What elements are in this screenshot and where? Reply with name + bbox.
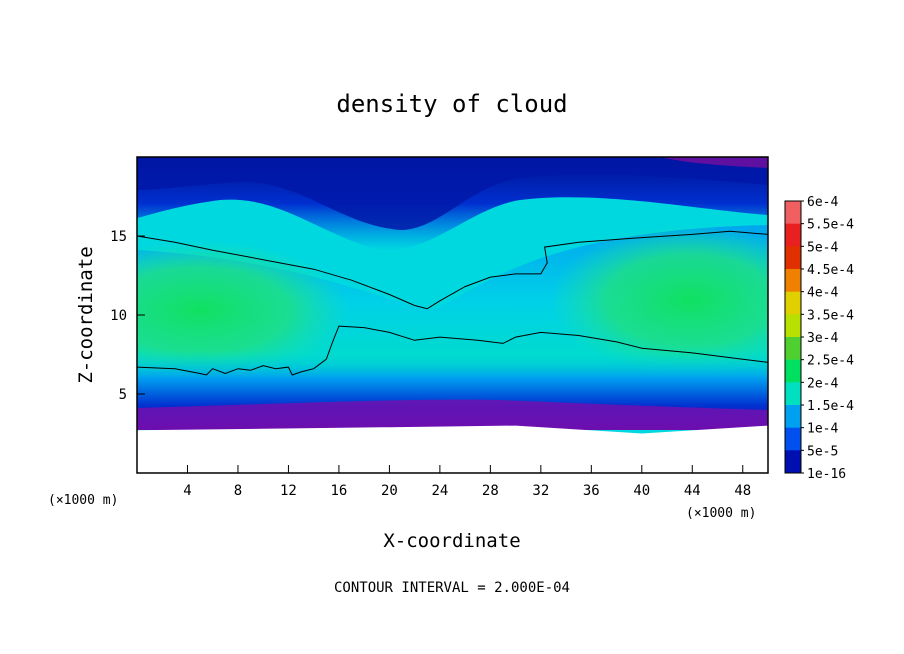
field-upper-dark	[137, 157, 768, 230]
colorbar-segment	[785, 291, 801, 315]
x-tick-label: 16	[330, 483, 347, 499]
colorbar-segment	[785, 223, 801, 247]
field-blob-left	[137, 240, 350, 380]
colorbar-label: 2e-4	[807, 376, 838, 391]
colorbar-label: 4.5e-4	[807, 263, 854, 278]
x-tick-label: 36	[583, 483, 600, 499]
colorbar-segment	[785, 427, 801, 451]
field-blob-right	[550, 225, 768, 375]
colorbar-label: 2.5e-4	[807, 354, 854, 369]
colorbar-segment	[785, 269, 801, 293]
colorbar-segment	[785, 314, 801, 338]
terrain-area	[137, 425, 768, 473]
colorbar-label: 1e-4	[807, 422, 838, 437]
colorbar-label: 3e-4	[807, 331, 838, 346]
colorbar-label: 1.5e-4	[807, 399, 854, 414]
y-tick-label: 5	[119, 387, 127, 403]
colorbar-segment	[785, 201, 801, 225]
x-tick-label: 32	[532, 483, 549, 499]
colorbar-label: 5.5e-4	[807, 218, 854, 233]
chart-title: density of cloud	[336, 90, 567, 118]
colorbar-segment	[785, 337, 801, 361]
colorbar-label: 5e-5	[807, 444, 838, 459]
y-tick-label: 10	[110, 308, 127, 324]
x-tick-label: 40	[633, 483, 650, 499]
terrain-mask	[137, 425, 768, 473]
y-axis-unit: (×1000 m)	[48, 493, 118, 508]
contour-lines	[137, 230, 768, 376]
field-surface-purple	[137, 399, 768, 430]
x-tick-label: 48	[734, 483, 751, 499]
colorbar: 6e-4 5.5e-4 5e-4 4.5e-4 4e-4 3.5e-4 3e-4 2.5e-4…	[784, 195, 854, 482]
field-top-purple	[660, 157, 768, 168]
x-axis-unit: (×1000 m)	[686, 506, 756, 521]
y-axis-ticks: 5 10 15	[110, 229, 145, 403]
x-tick-label: 28	[482, 483, 499, 499]
y-tick-label: 15	[110, 229, 127, 245]
colorbar-label: 4e-4	[807, 286, 838, 301]
colorbar-label: 1e-16	[807, 467, 846, 482]
density-field	[137, 157, 768, 473]
colorbar-segment	[785, 450, 801, 474]
y-axis-label: Z-coordinate	[75, 246, 97, 383]
colorbar-segment	[785, 246, 801, 270]
x-axis-ticks: 4 8 12 16 20 24 28 32 36 40 44 48	[183, 465, 751, 499]
colorbar-label: 6e-4	[807, 195, 838, 210]
colorbar-label: 5e-4	[807, 240, 838, 255]
x-tick-label: 4	[183, 483, 191, 499]
x-tick-label: 12	[280, 483, 297, 499]
colorbar-segment	[785, 359, 801, 383]
contour-line-1	[137, 230, 768, 310]
x-axis-label: X-coordinate	[383, 530, 520, 552]
x-tick-label: 8	[234, 483, 242, 499]
colorbar-label: 3.5e-4	[807, 308, 854, 323]
x-tick-label: 24	[431, 483, 448, 499]
contour-interval-note: CONTOUR INTERVAL = 2.000E-04	[334, 580, 570, 596]
x-tick-label: 44	[684, 483, 701, 499]
x-tick-label: 20	[381, 483, 398, 499]
contour-line-2	[137, 325, 768, 376]
colorbar-segment	[785, 382, 801, 406]
colorbar-segment	[785, 405, 801, 429]
